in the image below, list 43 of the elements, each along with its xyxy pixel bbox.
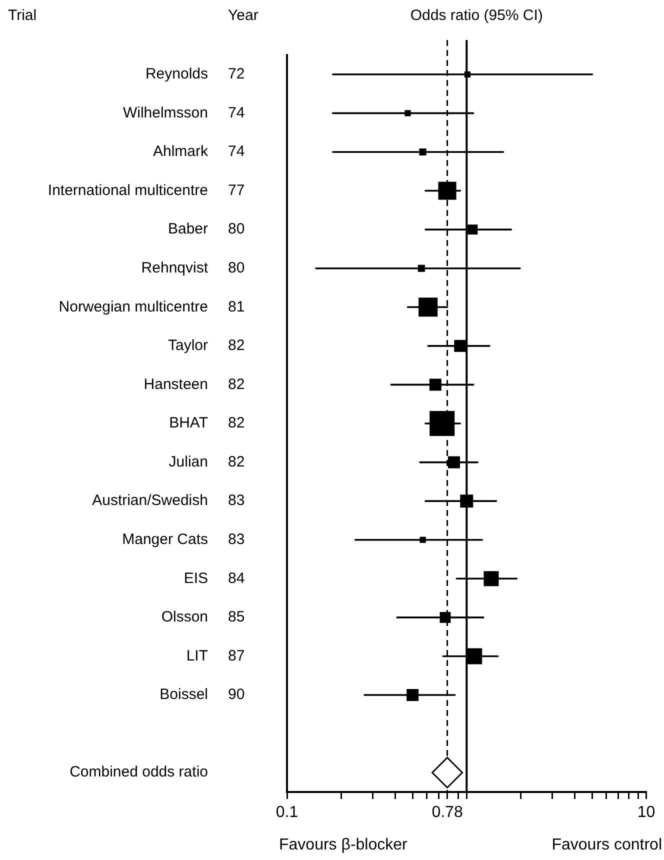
- y-tick-label: Boissel: [160, 686, 208, 704]
- y-tick-label: Julian: [168, 453, 208, 470]
- y2-tick-label: 72: [228, 66, 245, 83]
- y-tick-label: Austrian/Swedish: [92, 492, 208, 510]
- text: Favours control: [552, 836, 662, 854]
- y-tick-label: International multicentre: [48, 182, 208, 199]
- y2-tick-label: 77: [228, 182, 245, 199]
- text: Favours β-blocker: [279, 836, 408, 854]
- x-tick-label: 0.1: [276, 804, 298, 822]
- y2-tick-label: 81: [228, 298, 245, 316]
- x-axis-title: Odds ratio (95% CI): [410, 7, 543, 24]
- y2-tick-label: 87: [228, 647, 245, 664]
- y-tick-label: Olsson: [161, 608, 208, 626]
- y2-tick-label: 74: [228, 143, 245, 160]
- y2-tick-label: 83: [228, 492, 245, 510]
- text: Trial: [8, 7, 37, 24]
- y-tick-label: Rehnqvist: [141, 259, 209, 276]
- y-tick-label: BHAT: [169, 414, 208, 432]
- y2-tick-label: 82: [228, 337, 245, 354]
- y-tick-label: Combined odds ratio: [70, 764, 208, 781]
- y2-tick-label: 85: [228, 608, 245, 626]
- y2-tick-label: 82: [228, 453, 245, 470]
- y2-tick-label: 82: [228, 376, 245, 393]
- y-tick-label: Norwegian multicentre: [58, 298, 208, 316]
- y-tick-label: EIS: [184, 570, 208, 587]
- y2-tick-label: 90: [228, 686, 245, 704]
- y-tick-label: Ahlmark: [152, 143, 208, 160]
- y-tick-label: Wilhelmsson: [122, 104, 208, 122]
- x-tick-label: 0.78: [432, 804, 463, 822]
- y-tick-label: Hansteen: [144, 376, 208, 393]
- y2-tick-label: 83: [228, 531, 245, 548]
- y-tick-label: Baber: [168, 220, 208, 238]
- y-tick-label: Taylor: [168, 337, 208, 354]
- y-tick-label: Reynolds: [145, 66, 208, 83]
- x-tick-label: 10: [637, 804, 656, 822]
- y2-tick-label: 74: [228, 104, 245, 122]
- y2-tick-label: 80: [228, 220, 245, 238]
- text: Year: [228, 7, 258, 24]
- y-tick-label: LIT: [186, 647, 208, 664]
- y2-tick-label: 84: [228, 570, 245, 587]
- y2-tick-label: 82: [228, 414, 245, 432]
- y-tick-label: Manger Cats: [122, 531, 208, 548]
- y2-tick-label: 80: [228, 259, 245, 276]
